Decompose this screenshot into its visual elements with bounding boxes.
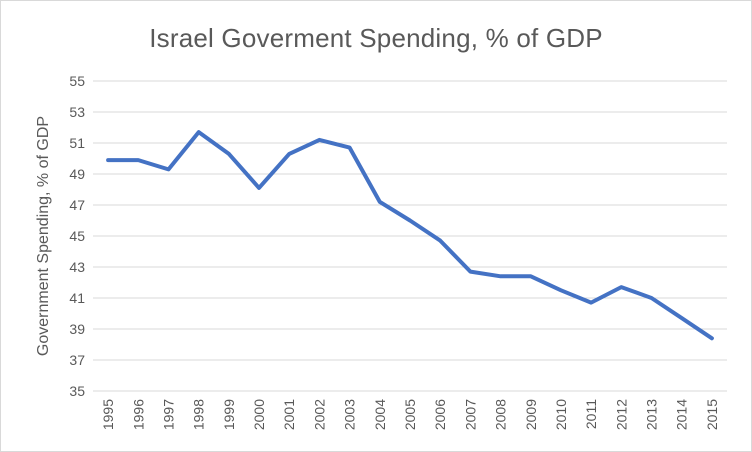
x-tick-label: 2010 bbox=[553, 399, 569, 430]
y-tick-label: 43 bbox=[69, 259, 85, 275]
x-tick-label: 2014 bbox=[674, 399, 690, 430]
x-tick-label: 2003 bbox=[342, 399, 358, 430]
x-tick-label: 1998 bbox=[191, 399, 207, 430]
chart-title: Israel Goverment Spending, % of GDP bbox=[149, 23, 603, 53]
x-tick-label: 2006 bbox=[432, 399, 448, 430]
series-layer bbox=[106, 130, 714, 341]
x-tick-label: 2002 bbox=[311, 399, 327, 430]
y-tick-label: 47 bbox=[69, 197, 85, 213]
x-tick-label: 2000 bbox=[251, 399, 267, 430]
x-tick-label: 1996 bbox=[130, 399, 146, 430]
x-tick-label: 2001 bbox=[281, 399, 297, 430]
x-tick-label: 2005 bbox=[402, 399, 418, 430]
y-tick-label: 39 bbox=[69, 321, 85, 337]
x-tick-labels: 1995 1996 1997 1998 1999 2000 2001 2002 2003 2004… bbox=[100, 399, 720, 430]
x-tick-label: 2007 bbox=[462, 399, 478, 430]
x-tick-label: 1997 bbox=[160, 399, 176, 430]
y-tick-label: 55 bbox=[69, 73, 85, 89]
y-tick-label: 49 bbox=[69, 166, 85, 182]
x-tick-label: 2013 bbox=[644, 399, 660, 430]
x-tick-label: 2011 bbox=[583, 399, 599, 429]
y-tick-label: 45 bbox=[69, 228, 85, 244]
x-tick-label: 2004 bbox=[372, 399, 388, 430]
y-axis-label: Government Spending, % of GDP bbox=[35, 116, 52, 356]
y-tick-labels: 35 37 39 41 43 45 47 49 51 53 55 bbox=[69, 73, 85, 399]
y-tick-label: 51 bbox=[69, 135, 85, 151]
y-tick-label: 35 bbox=[69, 383, 85, 399]
x-tick-label: 2015 bbox=[704, 399, 720, 430]
x-tick-label: 1995 bbox=[100, 399, 116, 430]
y-tick-label: 53 bbox=[69, 104, 85, 120]
y-tick-label: 37 bbox=[69, 352, 85, 368]
gridlines bbox=[93, 80, 727, 392]
x-tick-label: 1999 bbox=[221, 399, 237, 430]
x-tick-label: 2008 bbox=[493, 399, 509, 430]
x-tick-label: 2009 bbox=[523, 399, 539, 430]
series-line bbox=[106, 130, 714, 341]
x-tick-label: 2012 bbox=[613, 399, 629, 430]
y-tick-label: 41 bbox=[69, 290, 85, 306]
